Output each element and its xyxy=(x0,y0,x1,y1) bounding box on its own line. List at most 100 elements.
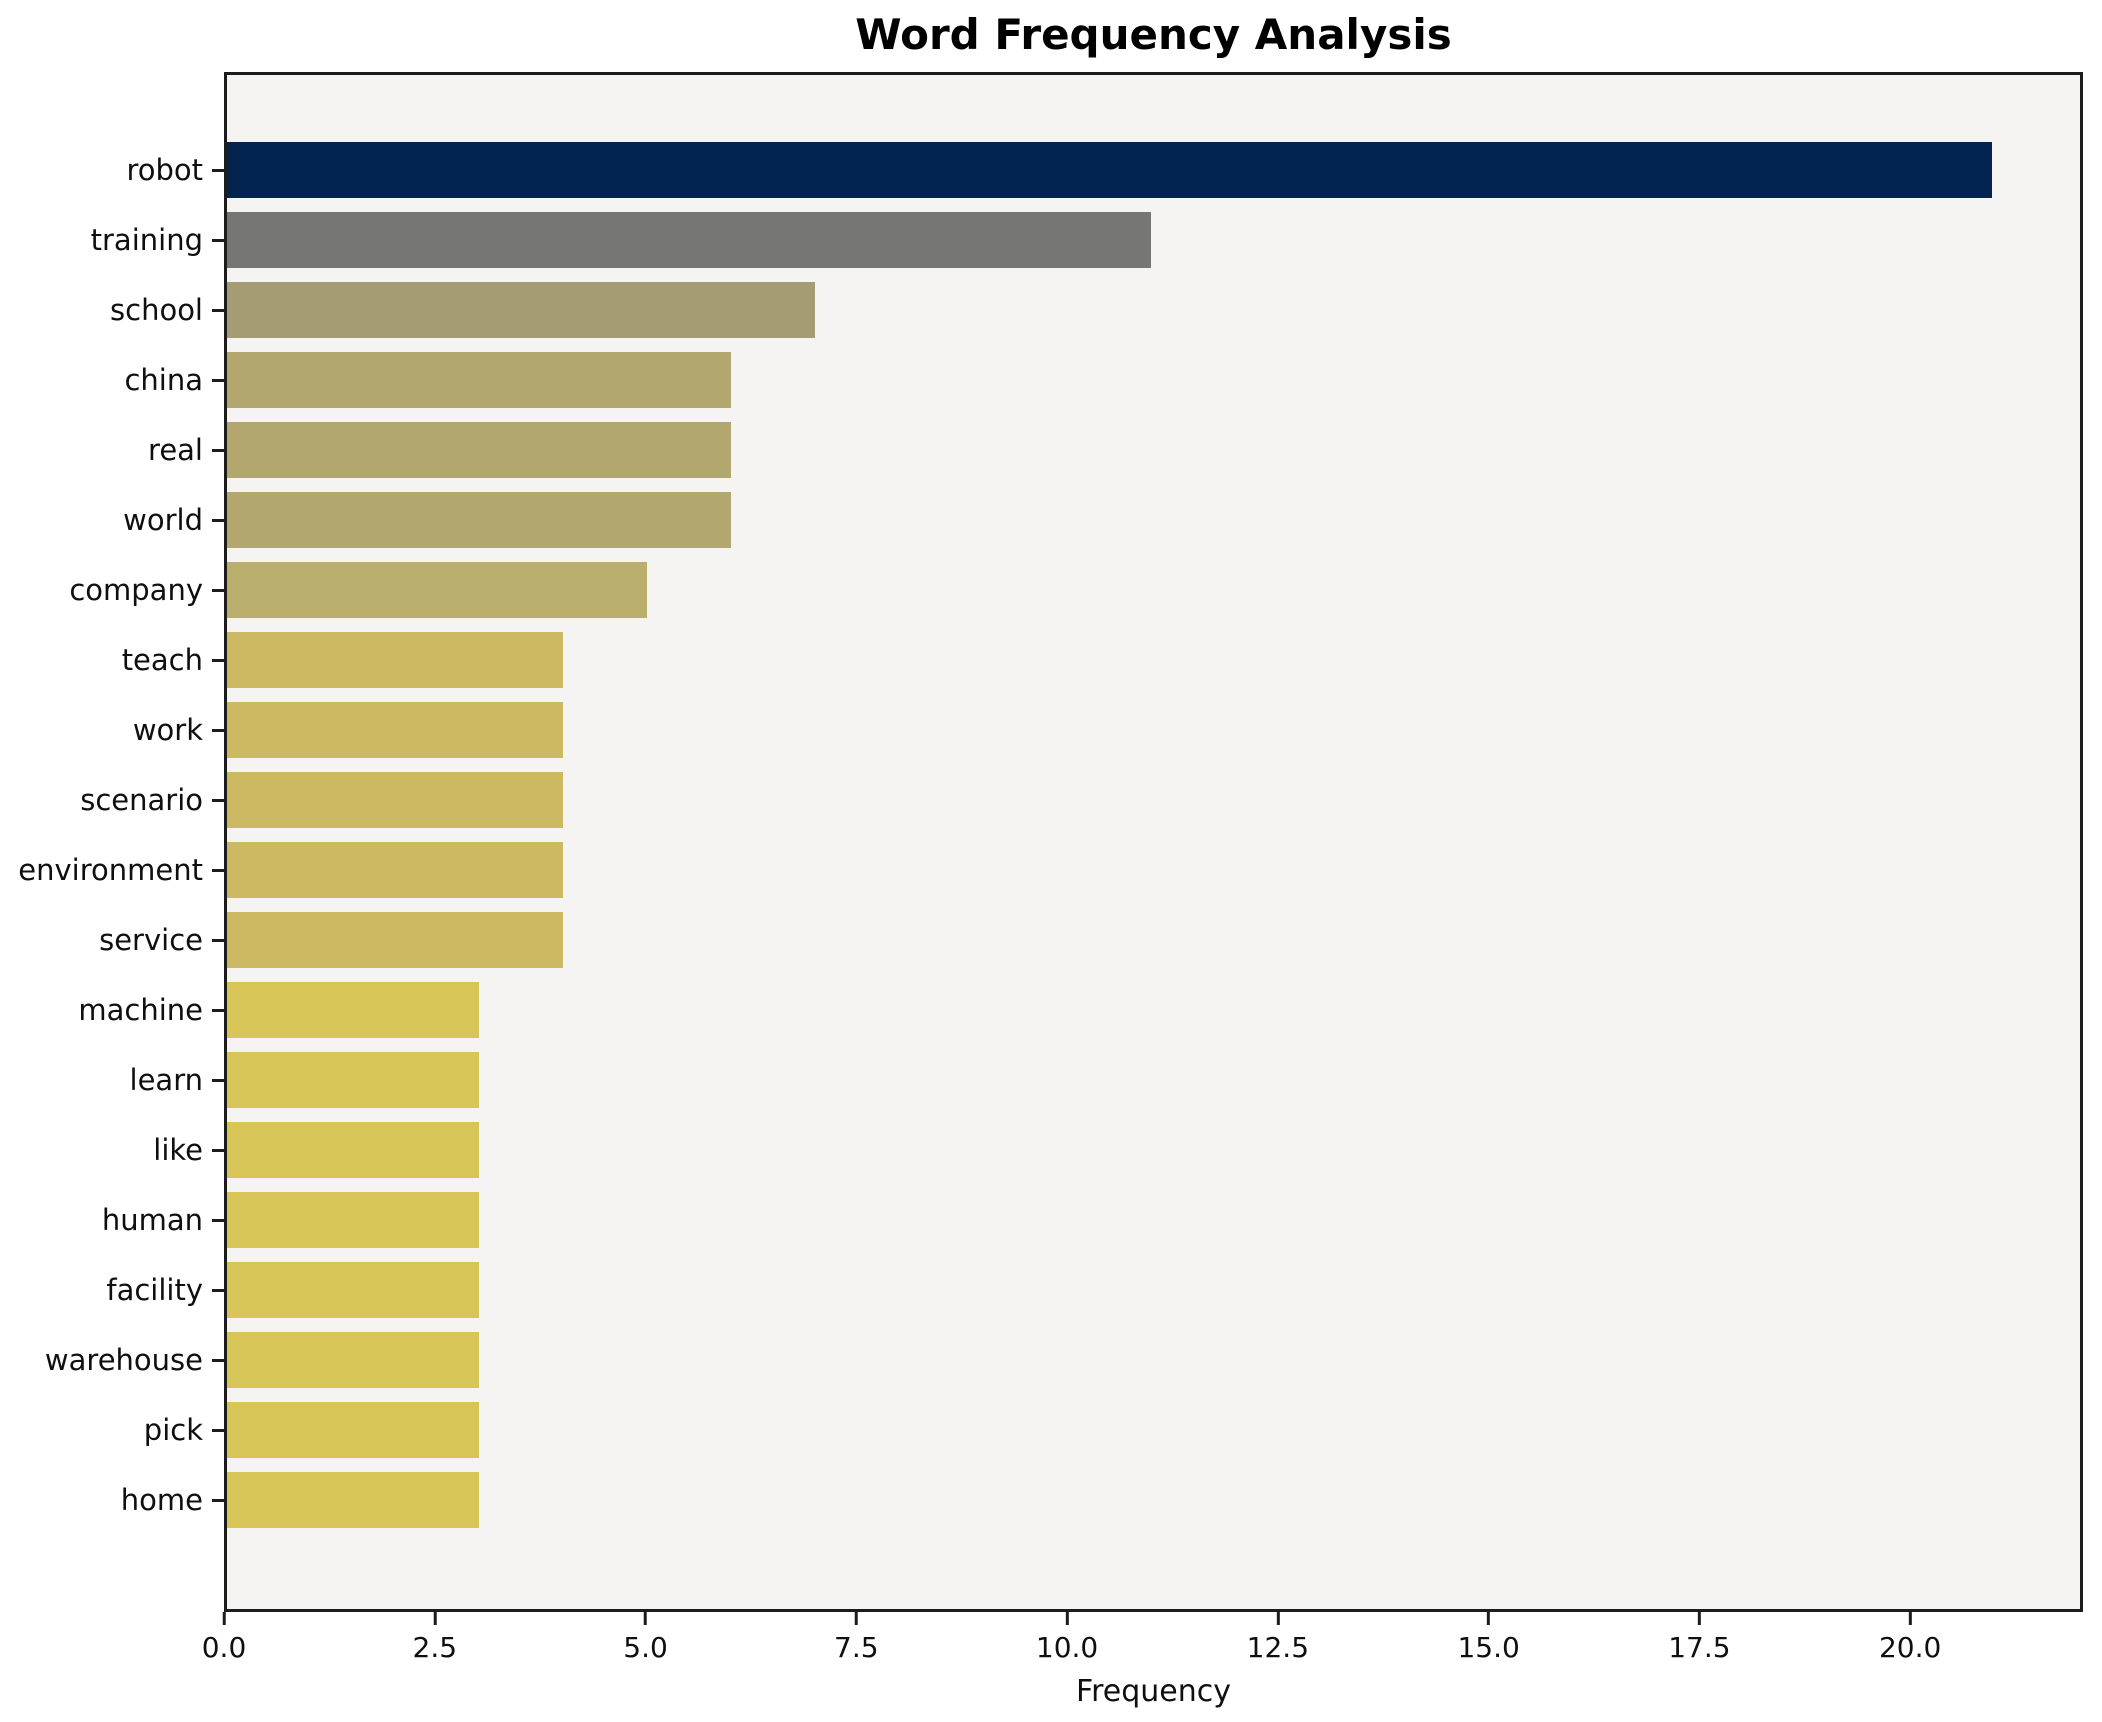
x-tick: 7.5 xyxy=(834,1612,879,1664)
y-tick-label: teach xyxy=(121,643,203,677)
y-tick-mark xyxy=(212,1148,224,1152)
bar-teach xyxy=(227,632,564,688)
bar-row xyxy=(227,625,2080,695)
y-tick-row: robot xyxy=(0,135,224,205)
x-tick: 12.5 xyxy=(1247,1612,1309,1664)
y-tick-mark xyxy=(212,1008,224,1012)
bar-like xyxy=(227,1122,480,1178)
y-tick-row: home xyxy=(0,1465,224,1535)
y-tick-mark xyxy=(212,1498,224,1502)
bars-area xyxy=(227,75,2080,1609)
y-tick-row: machine xyxy=(0,975,224,1045)
x-tick-mark xyxy=(1697,1612,1701,1625)
y-tick-label: school xyxy=(110,293,203,327)
y-tick-label: pick xyxy=(143,1413,203,1447)
y-tick-label: real xyxy=(148,433,203,467)
bar-real xyxy=(227,422,732,478)
y-tick-label: like xyxy=(153,1133,203,1167)
y-tick-row: china xyxy=(0,345,224,415)
bar-machine xyxy=(227,982,480,1038)
bar-row xyxy=(227,1255,2080,1325)
y-tick-mark xyxy=(212,1288,224,1292)
bar-row xyxy=(227,1185,2080,1255)
x-tick-label: 10.0 xyxy=(1035,1631,1099,1664)
x-tick: 17.5 xyxy=(1668,1612,1731,1664)
bar-service xyxy=(227,912,564,968)
x-tick-label: 2.5 xyxy=(412,1631,458,1664)
y-tick-label: service xyxy=(99,923,203,957)
y-tick-label: warehouse xyxy=(44,1343,203,1377)
x-tick-mark xyxy=(644,1612,648,1625)
y-tick-mark xyxy=(212,588,224,592)
x-tick-mark xyxy=(1276,1612,1280,1625)
x-tick-mark xyxy=(1487,1612,1491,1625)
y-tick-row: teach xyxy=(0,625,224,695)
y-tick-mark xyxy=(212,378,224,382)
bar-row xyxy=(227,415,2080,485)
x-tick: 20.0 xyxy=(1879,1612,1941,1664)
x-tick-mark xyxy=(1908,1612,1912,1625)
y-tick-mark xyxy=(212,658,224,662)
y-axis-labels: robot training school china real world company… xyxy=(0,75,224,1609)
bar-row xyxy=(227,135,2080,205)
bar-facility xyxy=(227,1262,480,1318)
y-tick-row: environment xyxy=(0,835,224,905)
y-tick-row: company xyxy=(0,555,224,625)
bar-row xyxy=(227,1325,2080,1395)
y-tick-mark xyxy=(212,168,224,172)
bar-row xyxy=(227,835,2080,905)
y-tick-mark xyxy=(212,1218,224,1222)
bar-robot xyxy=(227,142,1992,198)
x-tick-label: 15.0 xyxy=(1457,1631,1520,1664)
bar-row xyxy=(227,1045,2080,1115)
x-tick-mark xyxy=(1065,1612,1069,1625)
bar-row xyxy=(227,345,2080,415)
bar-row xyxy=(227,905,2080,975)
bar-work xyxy=(227,702,564,758)
y-tick-label: human xyxy=(101,1203,203,1237)
y-tick-row: pick xyxy=(0,1395,224,1465)
y-tick-mark xyxy=(212,728,224,732)
y-tick-mark xyxy=(212,1358,224,1362)
y-tick-row: like xyxy=(0,1115,224,1185)
bar-row xyxy=(227,275,2080,345)
x-tick-label: 20.0 xyxy=(1878,1631,1942,1664)
y-tick-label: facility xyxy=(106,1273,203,1307)
plot-area xyxy=(224,72,2083,1612)
y-tick-mark xyxy=(212,1078,224,1082)
bar-pick xyxy=(227,1402,480,1458)
y-tick-mark xyxy=(212,308,224,312)
y-tick-mark xyxy=(212,938,224,942)
y-tick-label: home xyxy=(120,1483,203,1517)
y-tick-row: human xyxy=(0,1185,224,1255)
y-tick-mark xyxy=(212,238,224,242)
bar-china xyxy=(227,352,732,408)
y-tick-row: learn xyxy=(0,1045,224,1115)
x-tick-mark xyxy=(433,1612,437,1625)
bar-human xyxy=(227,1192,480,1248)
y-tick-mark xyxy=(212,798,224,802)
bar-row xyxy=(227,1115,2080,1185)
y-tick-row: school xyxy=(0,275,224,345)
y-tick-label: robot xyxy=(126,153,203,187)
bar-home xyxy=(227,1472,480,1528)
bar-row xyxy=(227,695,2080,765)
x-axis-ticks: 0.0 2.5 5.0 7.5 10.0 12.5 15.0 17.5 20.0 xyxy=(202,1612,2083,1672)
y-tick-label: training xyxy=(90,223,203,257)
y-tick-row: scenario xyxy=(0,765,224,835)
x-axis-label: Frequency xyxy=(1076,1674,1231,1709)
y-tick-mark xyxy=(212,1428,224,1432)
y-tick-label: company xyxy=(69,573,203,607)
bar-row xyxy=(227,205,2080,275)
y-tick-label: learn xyxy=(129,1063,203,1097)
bar-environment xyxy=(227,842,564,898)
x-tick-label: 17.5 xyxy=(1668,1631,1731,1664)
x-tick-mark xyxy=(222,1612,226,1625)
y-tick-label: environment xyxy=(18,853,203,887)
x-tick-label: 0.0 xyxy=(201,1631,247,1664)
y-tick-label: work xyxy=(132,713,203,747)
y-tick-label: china xyxy=(124,363,203,397)
y-tick-row: work xyxy=(0,695,224,765)
x-tick: 10.0 xyxy=(1036,1612,1098,1664)
